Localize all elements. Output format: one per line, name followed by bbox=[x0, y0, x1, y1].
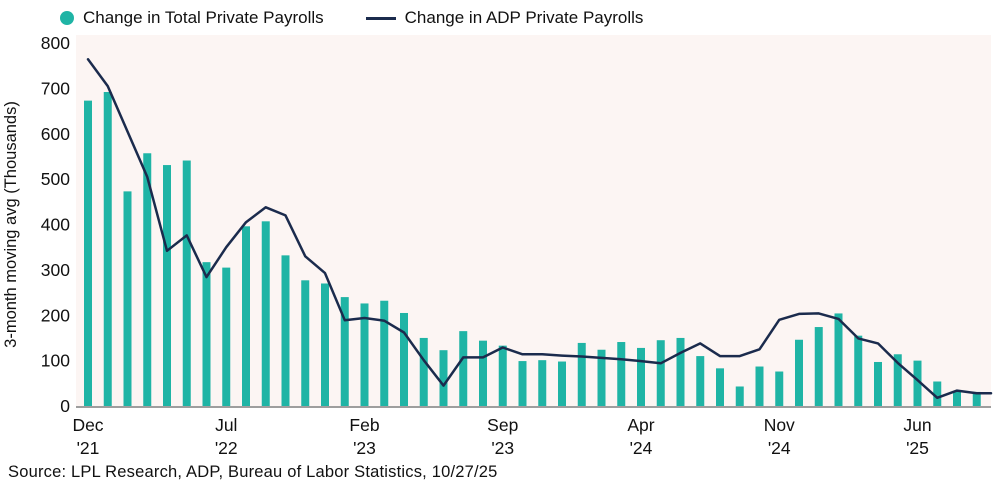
legend-label-total-private: Change in Total Private Payrolls bbox=[83, 8, 324, 27]
payroll-bar bbox=[735, 386, 744, 406]
payroll-bar bbox=[676, 337, 685, 406]
y-tick-label: 200 bbox=[41, 305, 70, 325]
payroll-bar bbox=[972, 391, 981, 406]
payroll-bar bbox=[380, 300, 389, 406]
y-tick-label: 800 bbox=[41, 33, 70, 53]
x-tick-label: Sep '23 bbox=[487, 415, 518, 458]
chart-legend: Change in Total Private Payrolls Change … bbox=[60, 8, 643, 28]
y-tick-label: 700 bbox=[41, 78, 70, 98]
x-tick-label: Dec '21 bbox=[72, 415, 103, 458]
payroll-bar bbox=[459, 331, 468, 406]
x-tick-label: Jul '22 bbox=[215, 415, 238, 458]
payroll-bar bbox=[242, 226, 250, 406]
payroll-bar bbox=[84, 100, 92, 406]
payroll-bar bbox=[617, 342, 626, 406]
payroll-bar bbox=[814, 327, 823, 406]
y-tick-label: 100 bbox=[41, 351, 70, 371]
payroll-bar bbox=[558, 361, 566, 406]
payroll-bar bbox=[656, 340, 665, 406]
payroll-bar bbox=[281, 255, 290, 406]
payroll-bar bbox=[893, 354, 902, 406]
x-tick-label: Feb '23 bbox=[349, 415, 379, 458]
y-tick-label: 600 bbox=[41, 124, 70, 144]
payroll-bar bbox=[696, 356, 705, 406]
payroll-bar bbox=[597, 349, 606, 406]
payroll-bar bbox=[834, 313, 843, 406]
payroll-bar bbox=[439, 350, 448, 406]
payroll-bar bbox=[143, 153, 152, 406]
source-text: Source: LPL Research, ADP, Bureau of Lab… bbox=[8, 463, 498, 481]
y-tick-label: 400 bbox=[41, 215, 70, 235]
payroll-bar bbox=[123, 191, 132, 406]
adp-line bbox=[86, 58, 993, 400]
y-tick-label: 0 bbox=[60, 396, 70, 416]
payroll-bar bbox=[795, 339, 803, 406]
payroll-bar bbox=[261, 221, 270, 406]
teal-dot-icon bbox=[60, 11, 74, 25]
payroll-bar bbox=[301, 280, 310, 406]
payroll-bar bbox=[854, 335, 863, 406]
legend-item-adp: Change in ADP Private Payrolls bbox=[365, 8, 644, 28]
x-tick-label: Apr '24 bbox=[627, 415, 654, 458]
payroll-bar bbox=[874, 361, 882, 406]
payrolls-bar-line-chart: 0 100 200 300 400 500 600 700 800 Dec '21 Jul '22 Feb… bbox=[2, 33, 993, 458]
line-sample-icon bbox=[365, 16, 396, 20]
payroll-bar bbox=[755, 366, 764, 406]
payroll-bar bbox=[479, 340, 487, 406]
payroll-bar bbox=[953, 391, 961, 406]
payroll-bar bbox=[933, 381, 942, 406]
payroll-bar bbox=[340, 297, 349, 406]
payroll-bar bbox=[498, 345, 507, 406]
plot-background bbox=[76, 35, 991, 406]
payroll-bar bbox=[400, 312, 408, 406]
payroll-bar bbox=[182, 160, 191, 406]
payroll-bar bbox=[103, 92, 112, 406]
payroll-bar bbox=[775, 371, 784, 406]
payroll-bar bbox=[222, 267, 231, 406]
x-axis-line bbox=[76, 406, 991, 408]
payroll-bar bbox=[202, 262, 211, 406]
y-tick-label: 500 bbox=[41, 169, 70, 189]
legend-item-total-private: Change in Total Private Payrolls bbox=[60, 8, 324, 28]
payroll-bar bbox=[716, 368, 724, 406]
x-tick-label: Jun '25 bbox=[903, 415, 931, 458]
payroll-bar bbox=[163, 165, 171, 406]
payroll-bar bbox=[360, 303, 369, 406]
payroll-bar bbox=[419, 337, 428, 406]
x-tick-label: Nov '24 bbox=[764, 415, 795, 458]
payroll-bar bbox=[577, 342, 586, 406]
payroll-bar bbox=[538, 360, 547, 406]
payroll-bar bbox=[637, 347, 645, 406]
legend-label-adp: Change in ADP Private Payrolls bbox=[404, 8, 644, 27]
y-axis-label: 3-month moving avg (Thousands) bbox=[2, 101, 20, 348]
y-tick-label: 300 bbox=[41, 260, 70, 280]
payroll-bar bbox=[913, 360, 922, 406]
payroll-bar bbox=[321, 283, 329, 406]
payroll-bar bbox=[518, 361, 527, 406]
